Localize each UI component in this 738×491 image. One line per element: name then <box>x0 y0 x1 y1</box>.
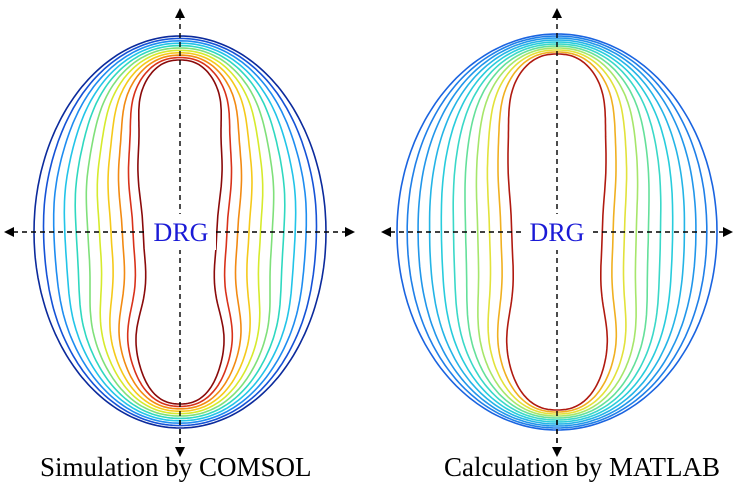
panel-calculation: DRG <box>381 8 733 457</box>
contour-ring-left-8 <box>107 52 253 412</box>
contour-ring-right-1 <box>396 33 718 431</box>
contour-ring-left-7 <box>96 49 264 415</box>
center-label-right: DRG <box>530 218 585 247</box>
caption-calculation: Calculation by MATLAB <box>444 452 720 482</box>
contour-ring-left-4 <box>63 42 297 422</box>
contour-ring-right-2 <box>406 35 708 429</box>
label-bg-right <box>522 214 592 250</box>
contour-ring-right-5 <box>440 41 674 423</box>
label-bg-left <box>146 214 216 250</box>
contour-ring-right-8 <box>475 47 639 417</box>
center-label-left: DRG <box>154 218 209 247</box>
caption-simulation: Simulation by COMSOL <box>40 452 312 482</box>
panel-simulation: DRG <box>4 8 355 457</box>
